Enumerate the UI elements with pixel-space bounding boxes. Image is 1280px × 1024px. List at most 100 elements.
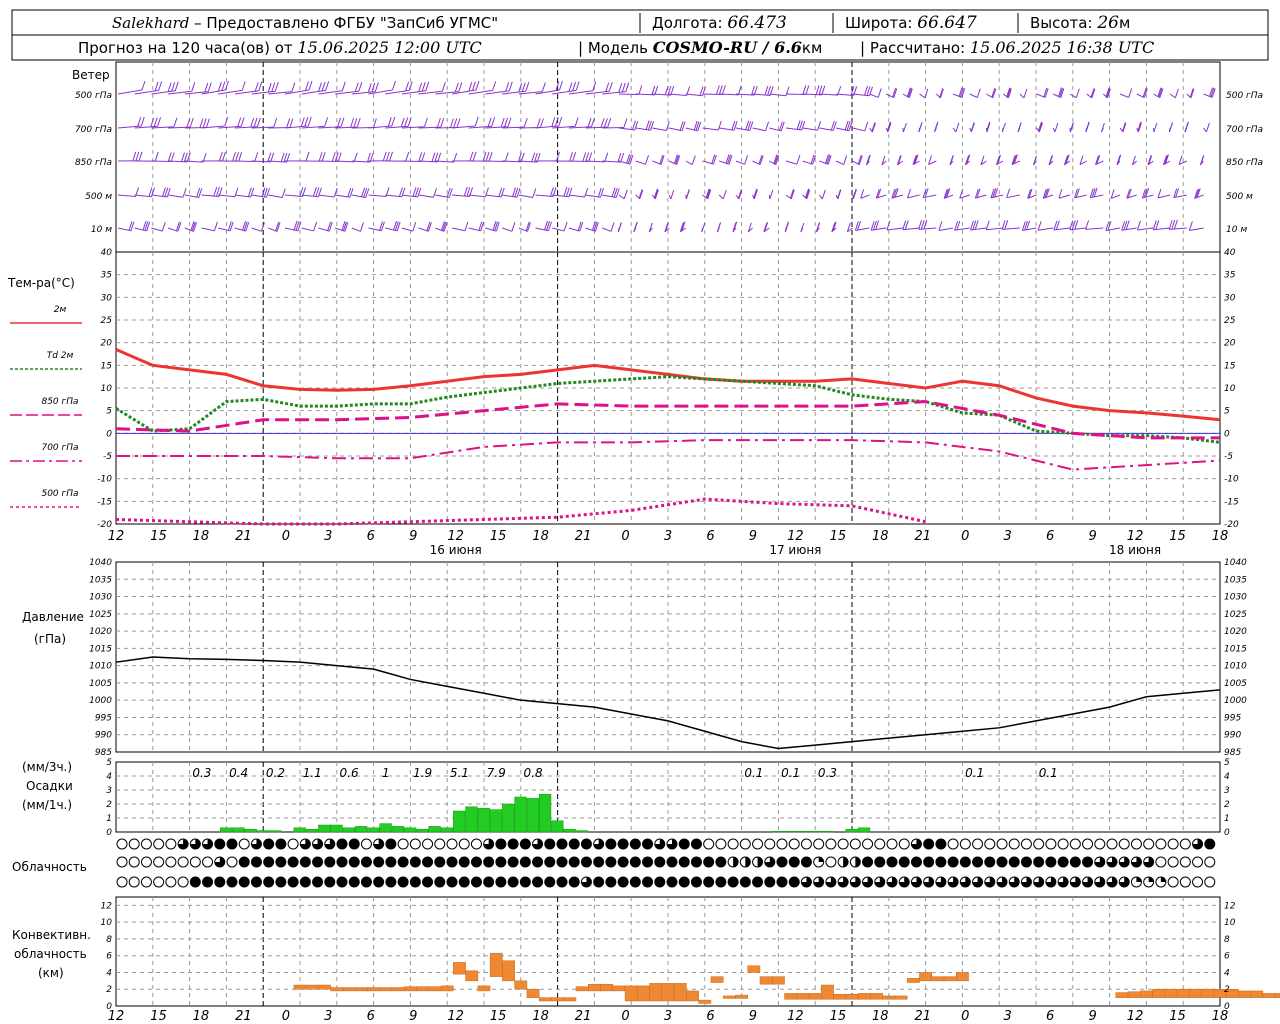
wind-barb [535,220,552,232]
wind-barb [268,188,286,198]
cloud-symbol [532,876,544,888]
temp-ytick-right: 30 [1224,293,1236,303]
wind-barb [401,221,417,232]
conv-title-2: облачность [14,947,87,961]
precip-ytick-left: 2 [106,800,112,810]
wind-barb [943,188,954,199]
wind-level-label-left: 700 гПа [75,125,112,135]
wind-barb [1136,220,1154,231]
wind-barb [568,117,595,129]
wind-barb [1194,188,1204,199]
temp-xtick: 9 [1088,529,1096,544]
cloud-symbol [959,856,971,868]
wind-barb [815,222,821,233]
wind-barb [1002,87,1012,99]
conv-bar [1201,988,1215,998]
precip-ytick-left: 3 [106,786,112,796]
temp-xtick: 12 [1127,529,1144,544]
cloud-symbol [788,838,800,850]
precip-bar [796,831,809,833]
precip-total: 0.2 [266,766,285,780]
cloud-symbol [898,856,910,868]
cloud-symbol [336,876,348,888]
conv-xtick: 3 [664,1009,672,1024]
cloud-symbol [483,856,495,868]
wind-barb [1169,88,1179,99]
cloud-symbol [739,876,751,888]
conv-bar [759,976,773,985]
cloud-symbol [947,856,959,868]
wind-barb [747,222,753,233]
cloud-symbol [727,856,739,868]
wind-barb [718,189,727,200]
wind-barb [501,222,516,232]
legend-label: 500 гПа [41,489,78,499]
cloud-symbol [287,876,299,888]
cloud-symbol [287,838,299,850]
legend-label: 850 гПа [41,397,78,407]
precip-ytick-right: 5 [1224,758,1230,768]
cloud-symbol [984,838,996,850]
cloud-symbol [837,838,849,850]
cloud-symbol [788,856,800,868]
wind-barb [134,81,163,95]
cloud-symbol [385,876,397,888]
cloud-symbol [1069,876,1081,888]
cloud-symbol [947,876,959,888]
wind-barb [251,117,278,129]
temp-ytick-left: 0 [106,429,112,439]
wind-barb [151,187,171,198]
cloud-symbol [727,876,739,888]
cloud-symbol [874,838,886,850]
conv-bar [857,993,871,1000]
conv-ytick-left: 8 [106,935,112,945]
conv-xtick: 12 [108,1009,125,1024]
alt-unit: м [1119,14,1130,32]
conv-bar [526,988,540,998]
cloud-symbol [116,838,128,850]
cloud-symbol [507,856,519,868]
conv-ytick-right: 8 [1224,935,1230,945]
wind-level-label-right: 10 м [1226,225,1247,235]
pressure-unit: (гПа) [34,632,66,646]
press-ytick-left: 1020 [89,627,112,637]
wind-barb [385,117,412,129]
conv-bar [845,994,859,1000]
wind-barb [1021,220,1037,231]
wind-barb [318,81,346,95]
temp-xtick: 12 [108,529,125,544]
wind-barb [151,81,179,95]
wind-barb [1141,188,1154,199]
cloud-symbol [140,856,152,868]
wind-barb [785,120,806,131]
cloud-symbol [739,838,751,850]
cloud-symbol [153,856,165,868]
cloud-symbol [519,856,531,868]
cloud-symbol [385,856,397,868]
cloud-symbol [1045,838,1057,850]
conv-ytick-right: 4 [1224,968,1230,978]
cloud-symbol [1082,856,1094,868]
precip-ytick-right: 4 [1224,772,1230,782]
conv-bar [906,978,920,983]
press-ytick-right: 1010 [1224,662,1247,672]
wind-barb [234,187,255,198]
precip-bar [551,820,564,833]
cloud-symbol [128,856,140,868]
cloud-symbol [348,838,360,850]
cloud-symbol [1045,856,1057,868]
wind-barb [1119,88,1133,98]
cloud-symbol [299,838,311,850]
temp-xtick: 21 [235,529,252,544]
cloud-symbol [764,856,776,868]
precip-total: 1 [382,766,390,780]
cloud-symbol [153,838,165,850]
temp-ytick-right: 20 [1224,339,1236,349]
conv-bar [784,993,798,1000]
cloud-symbol [776,876,788,888]
cloud-symbol [544,838,556,850]
conv-bar [600,983,614,992]
cloud-symbol [1118,876,1130,888]
precip-total: 0.3 [192,766,211,780]
cloud-symbol [1008,856,1020,868]
